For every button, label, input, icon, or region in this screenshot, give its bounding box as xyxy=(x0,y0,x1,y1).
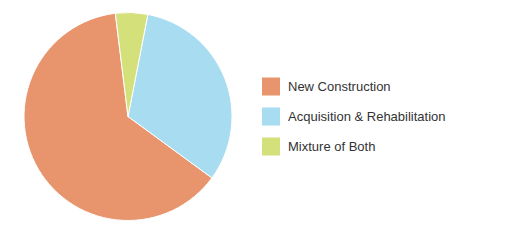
pie xyxy=(24,13,232,221)
legend-swatch xyxy=(262,108,280,126)
legend-label: Acquisition & Rehabilitation xyxy=(288,109,446,124)
chart: New Construction Acquisition & Rehabilita… xyxy=(0,0,508,233)
legend-swatch xyxy=(262,78,280,96)
legend-item: Mixture of Both xyxy=(262,138,375,156)
legend-swatch xyxy=(262,138,280,156)
legend: New Construction Acquisition & Rehabilita… xyxy=(262,78,446,156)
pie-slice xyxy=(128,14,232,178)
pie-slice xyxy=(115,13,148,117)
legend-item: Acquisition & Rehabilitation xyxy=(262,108,446,126)
legend-item: New Construction xyxy=(262,78,391,96)
legend-label: New Construction xyxy=(288,79,391,94)
legend-label: Mixture of Both xyxy=(288,139,375,154)
